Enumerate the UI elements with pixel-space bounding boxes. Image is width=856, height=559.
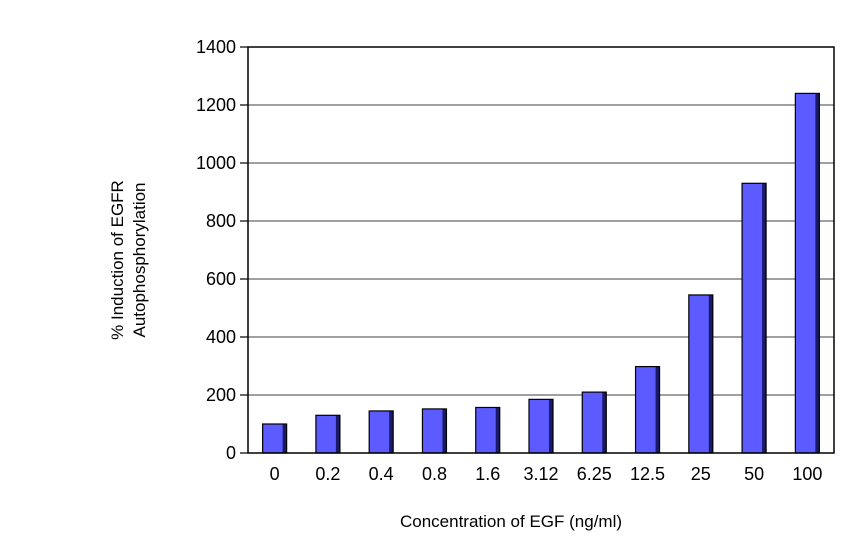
x-tick-label: 3.12 (523, 464, 558, 484)
y-axis-title-line-1: % Induction of EGFR (108, 180, 127, 340)
x-tick-label: 100 (792, 464, 822, 484)
bar-0.2 (315, 414, 341, 454)
bar-shade (762, 183, 767, 454)
bar-12.5 (634, 365, 661, 454)
bar-shade (282, 424, 287, 453)
axes (240, 46, 835, 454)
x-tick-label: 25 (691, 464, 711, 484)
bar-0.4 (368, 410, 394, 454)
bar-3.12 (528, 398, 554, 454)
x-tick-label: 1.6 (475, 464, 500, 484)
x-tick-label: 50 (744, 464, 764, 484)
bar-shade (815, 93, 820, 454)
gridlines (248, 104, 834, 396)
bar-1.6 (475, 406, 501, 454)
y-tick-label: 800 (206, 211, 236, 231)
bar-6.25 (581, 391, 607, 454)
x-tick-label: 0.2 (315, 464, 340, 484)
bar-50 (741, 182, 767, 454)
y-axis-title-line-2: Autophosphorylation (130, 182, 149, 337)
x-tick-label: 6.25 (577, 464, 612, 484)
bar-shade (442, 408, 447, 453)
y-tick-label: 1400 (196, 37, 236, 57)
y-tick-label: 0 (226, 443, 236, 463)
x-tick-label: 0.8 (422, 464, 447, 484)
y-tick-label: 400 (206, 327, 236, 347)
bar-shade (495, 407, 500, 453)
bar-shade (335, 415, 340, 453)
y-tick-label: 1200 (196, 95, 236, 115)
bar-shade (708, 294, 713, 453)
x-axis-title: Concentration of EGF (ng/ml) (400, 512, 622, 531)
plot-frame (247, 46, 835, 454)
bars (262, 92, 820, 454)
bar-25 (688, 294, 714, 454)
bar-shade (549, 399, 553, 453)
bar-0 (262, 423, 288, 454)
bar-shade (602, 392, 607, 453)
y-tick-label: 1000 (196, 153, 236, 173)
bar-shade (655, 366, 660, 453)
x-tick-label: 0 (270, 464, 280, 484)
y-tick-labels: 0 200 400 600 800 1000 1200 1400 (196, 37, 236, 463)
x-tick-label: 0.4 (369, 464, 394, 484)
x-tick-label: 12.5 (630, 464, 665, 484)
y-tick-label: 200 (206, 385, 236, 405)
x-tick-labels: 0 0.2 0.4 0.8 1.6 3.12 6.25 12.5 25 50 100 (270, 464, 823, 484)
bar-shade (389, 410, 394, 453)
bar-0.8 (421, 408, 448, 454)
y-tick-label: 600 (206, 269, 236, 289)
bar-100 (794, 92, 820, 454)
y-axis-title: % Induction of EGFR Autophosphorylation (108, 180, 149, 340)
